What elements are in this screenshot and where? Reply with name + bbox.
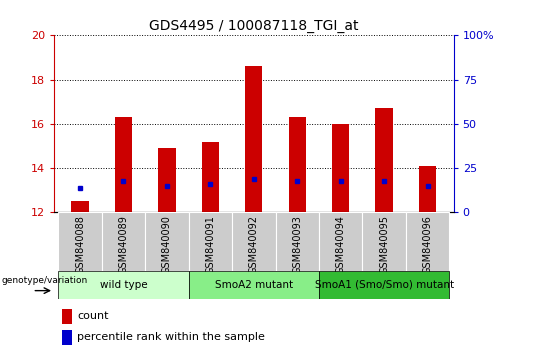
Text: GSM840094: GSM840094 (336, 215, 346, 274)
Bar (288, 117, 306, 212)
Text: GSM840088: GSM840088 (75, 215, 85, 274)
Text: GSM840096: GSM840096 (422, 215, 433, 274)
Text: GSM840089: GSM840089 (118, 215, 129, 274)
Text: GSM840090: GSM840090 (162, 215, 172, 274)
Bar (201, 142, 219, 212)
Text: GSM840092: GSM840092 (249, 215, 259, 274)
Bar (332, 124, 349, 212)
Bar (245, 66, 262, 212)
Bar (145, 212, 188, 271)
Bar (362, 212, 406, 271)
Bar (319, 212, 362, 271)
Text: wild type: wild type (100, 280, 147, 290)
Bar (115, 117, 132, 212)
Text: SmoA1 (Smo/Smo) mutant: SmoA1 (Smo/Smo) mutant (314, 280, 454, 290)
Bar (62, 309, 72, 324)
Text: SmoA2 mutant: SmoA2 mutant (215, 280, 293, 290)
Bar (406, 212, 449, 271)
Bar (419, 166, 436, 212)
Bar (232, 212, 275, 271)
Bar (319, 271, 449, 299)
Text: GSM840095: GSM840095 (379, 215, 389, 274)
Text: GSM840091: GSM840091 (205, 215, 215, 274)
Bar (188, 271, 319, 299)
Bar (71, 201, 89, 212)
Bar (275, 212, 319, 271)
Text: percentile rank within the sample: percentile rank within the sample (77, 332, 265, 342)
Bar (188, 212, 232, 271)
Bar (58, 212, 102, 271)
Bar (375, 108, 393, 212)
Bar (58, 271, 188, 299)
Text: genotype/variation: genotype/variation (1, 276, 87, 285)
Title: GDS4495 / 100087118_TGI_at: GDS4495 / 100087118_TGI_at (149, 19, 359, 33)
Text: count: count (77, 311, 109, 321)
Bar (102, 212, 145, 271)
Text: GSM840093: GSM840093 (292, 215, 302, 274)
Bar (158, 148, 176, 212)
Bar (62, 330, 72, 345)
